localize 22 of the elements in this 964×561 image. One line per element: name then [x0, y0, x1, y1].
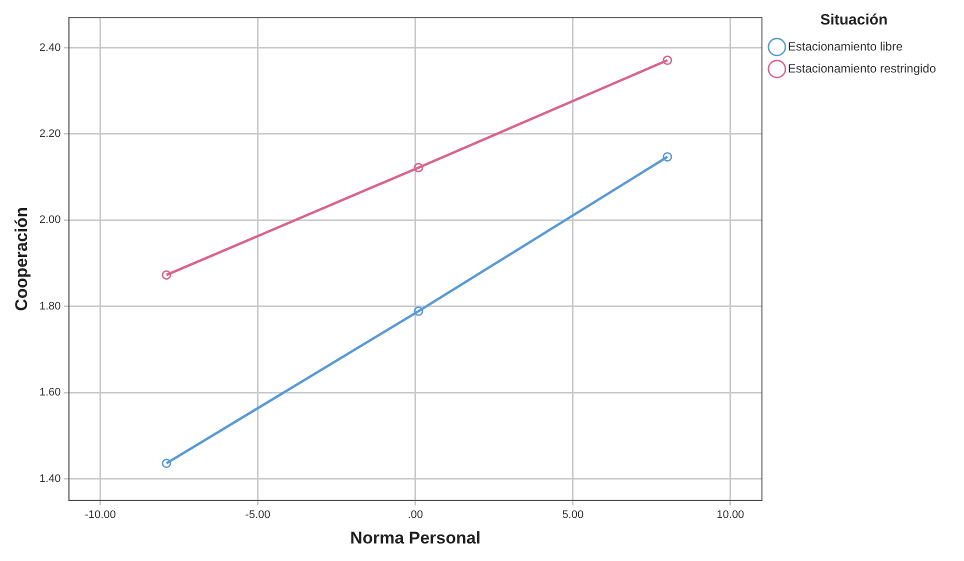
- y-tick-label: 1.40: [39, 472, 61, 485]
- x-tick-label: .00: [408, 509, 424, 522]
- y-tick-label: 2.00: [39, 214, 61, 226]
- point: [414, 306, 424, 316]
- y-tick-label: 1.60: [39, 386, 61, 399]
- x-tick-label: 10.00: [716, 509, 744, 522]
- point: [162, 270, 172, 280]
- x-tick-label: 5.00: [562, 509, 584, 522]
- point: [414, 162, 424, 172]
- x-tick-label: -5.00: [245, 509, 270, 522]
- legend-label: Estacionamiento restringido: [788, 61, 936, 76]
- y-tick-label: 2.40: [39, 42, 61, 54]
- y-tick-label: 1.80: [39, 300, 61, 312]
- legend-label: Estacionamiento libre: [788, 39, 903, 54]
- point: [662, 152, 672, 162]
- y-tick-label: 2.20: [39, 128, 61, 140]
- legend-title: Situación: [820, 12, 888, 29]
- y-axis-title: Cooperación: [12, 207, 31, 311]
- point: [162, 458, 172, 468]
- x-tick-label: -10.00: [84, 509, 116, 522]
- point: [662, 56, 672, 66]
- x-axis-title: Norma Personal: [350, 528, 481, 548]
